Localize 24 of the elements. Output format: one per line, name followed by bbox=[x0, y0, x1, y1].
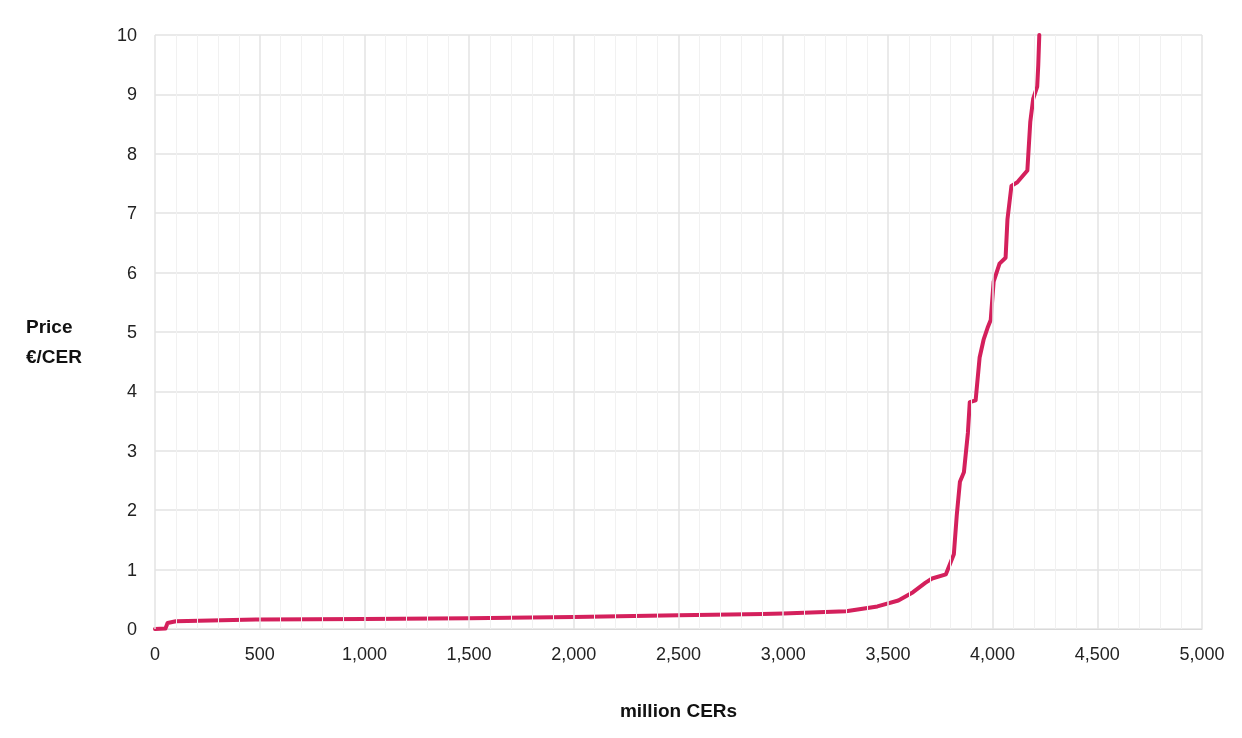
x-tick-label: 4,500 bbox=[1074, 644, 1120, 664]
x-tick-label: 0 bbox=[149, 644, 161, 664]
y-tick-label: 3 bbox=[126, 440, 137, 461]
y-tick-label: 10 bbox=[116, 25, 137, 45]
y-tick-label: 1 bbox=[126, 559, 137, 580]
y-tick-label: 2 bbox=[126, 500, 137, 521]
y-tick-label: 8 bbox=[126, 143, 137, 164]
x-tick-label: 500 bbox=[244, 644, 275, 664]
y-tick-label: 9 bbox=[126, 84, 137, 105]
x-tick-label: 1,000 bbox=[341, 644, 387, 664]
y-tick-label: 4 bbox=[126, 381, 137, 402]
x-tick-label: 4,000 bbox=[970, 644, 1016, 664]
x-tick-label: 3,500 bbox=[865, 644, 911, 664]
y-tick-label: 6 bbox=[126, 262, 137, 283]
y-tick-label: 5 bbox=[126, 322, 137, 342]
x-tick-label: 2,000 bbox=[551, 644, 597, 664]
x-tick-label: 2,500 bbox=[655, 644, 702, 664]
x-tick-label: 3,000 bbox=[760, 644, 806, 664]
x-tick-label: 1,500 bbox=[446, 644, 492, 664]
x-tick-label: 5,000 bbox=[1179, 644, 1225, 664]
y-tick-label: 0 bbox=[126, 619, 137, 639]
y-axis-title: Price €/CER bbox=[26, 315, 83, 367]
y-tick-label: 7 bbox=[126, 203, 137, 224]
x-axis-title: million CERs bbox=[619, 700, 738, 721]
